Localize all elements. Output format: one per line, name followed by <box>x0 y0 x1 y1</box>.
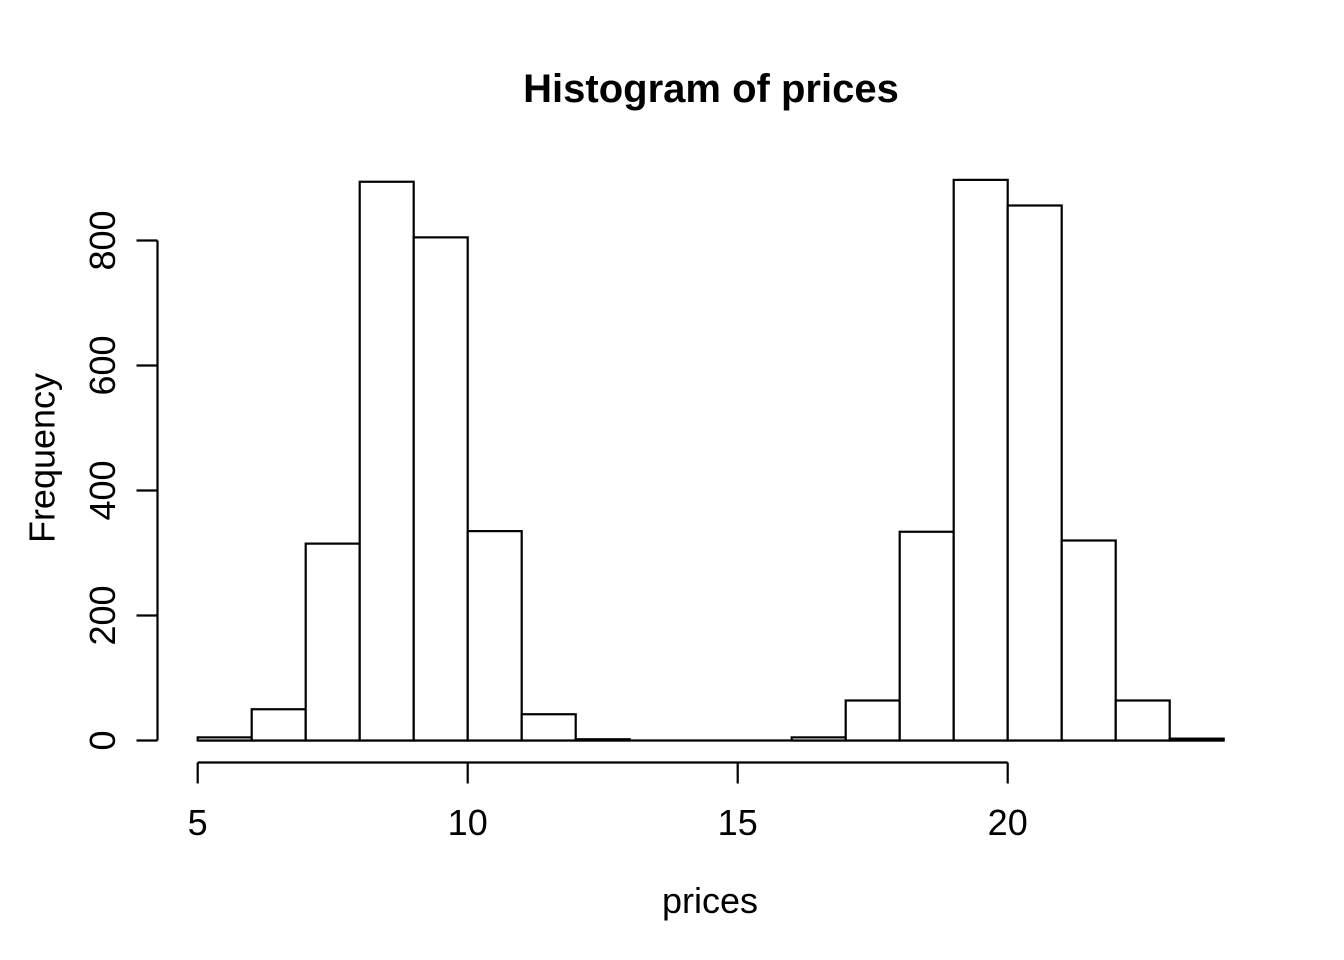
x-tick-label: 20 <box>988 802 1028 843</box>
histogram-bar <box>196 736 253 742</box>
y-tick-label: 0 <box>82 730 123 750</box>
histogram-bar <box>250 708 307 742</box>
x-tick-label: 10 <box>448 802 488 843</box>
y-tick-label: 600 <box>82 335 123 395</box>
histogram-bar <box>898 530 955 742</box>
histogram-bar <box>412 236 469 742</box>
histogram-bar <box>1060 539 1117 742</box>
histogram-bar <box>466 530 523 742</box>
histogram-bar <box>304 542 361 742</box>
histogram-bar <box>520 713 577 742</box>
histogram-bar <box>1168 737 1225 742</box>
x-axis-label: prices <box>662 880 758 921</box>
chart-title: Histogram of prices <box>523 67 899 111</box>
histogram-bar <box>358 180 415 742</box>
y-tick-label: 200 <box>82 585 123 645</box>
y-axis-label: Frequency <box>22 373 63 543</box>
histogram-bar <box>574 738 631 742</box>
y-tick-label: 400 <box>82 460 123 520</box>
histogram-bar <box>844 699 901 742</box>
histogram-bar <box>1114 699 1171 742</box>
x-tick-label: 5 <box>188 802 208 843</box>
histogram-bar <box>1006 204 1063 742</box>
x-tick-label: 15 <box>718 802 758 843</box>
histogram-bar <box>790 736 847 742</box>
histogram-bars <box>196 178 1225 742</box>
histogram-bar <box>952 178 1009 742</box>
y-tick-label: 800 <box>82 210 123 270</box>
axes: 0 200 400 600 800 5 10 15 20 <box>82 210 1028 843</box>
